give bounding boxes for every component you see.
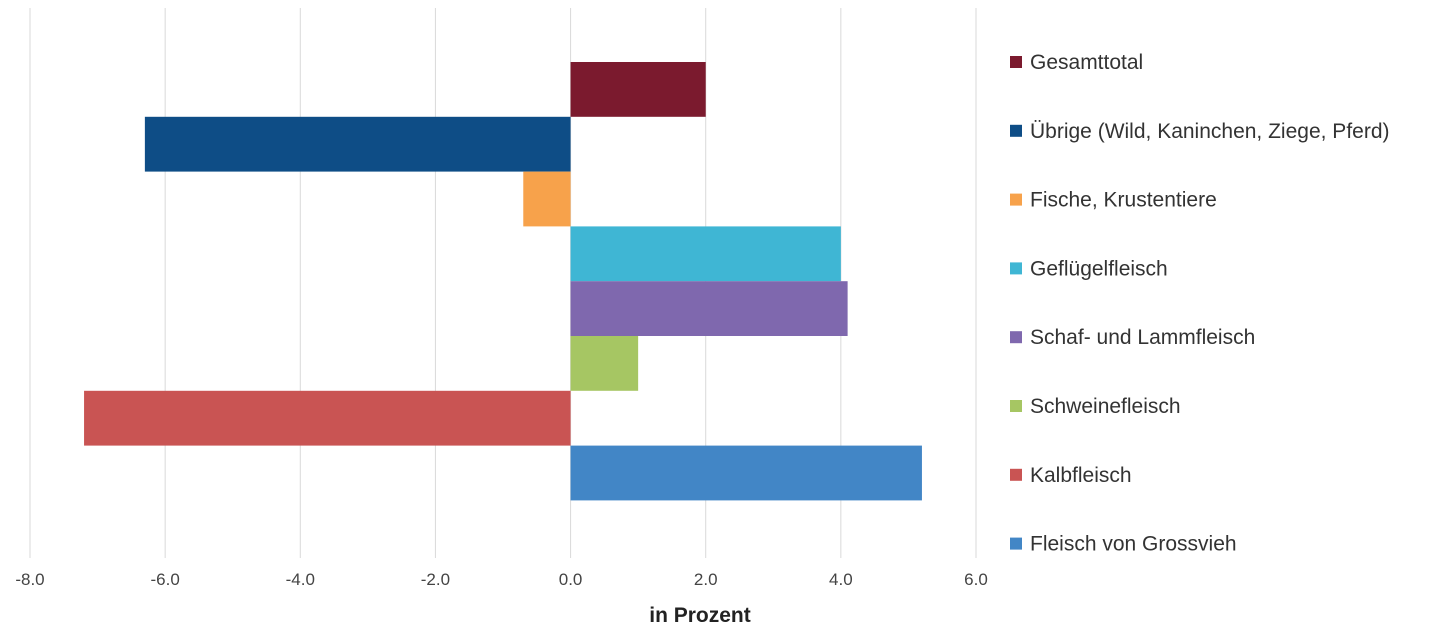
x-tick-label: 2.0 (694, 570, 718, 589)
legend-swatch (1010, 400, 1022, 412)
legend-label: Kalbfleisch (1030, 464, 1132, 487)
bar (84, 390, 571, 446)
legend-label: Fleisch von Grossvieh (1030, 533, 1237, 556)
legend-label: Schweinefleisch (1030, 395, 1181, 418)
x-tick-label: -6.0 (150, 570, 179, 589)
bar (523, 171, 571, 227)
legend-swatch (1010, 331, 1022, 344)
legend-swatch (1010, 537, 1022, 550)
bar (570, 445, 922, 501)
x-tick-label: 6.0 (964, 570, 988, 589)
bars (84, 62, 922, 501)
legend-swatch (1010, 124, 1022, 137)
legend-label: Übrige (Wild, Kaninchen, Ziege, Pferd) (1030, 120, 1390, 143)
legend: Gesamttotal Übrige (Wild, Kaninchen, Zieg… (1010, 51, 1390, 556)
x-tick-label: 0.0 (559, 570, 583, 589)
bar (570, 336, 639, 391)
legend-swatch (1010, 193, 1022, 206)
x-axis-label: in Prozent (649, 604, 751, 626)
x-tick-label: -4.0 (286, 570, 315, 589)
x-tick-label: -8.0 (15, 570, 44, 589)
bar (570, 226, 841, 282)
legend-label: Schaf- und Lammfleisch (1030, 326, 1255, 349)
legend-swatch (1010, 468, 1022, 481)
legend-swatch (1010, 56, 1022, 68)
legend-label: Fische, Krustentiere (1030, 189, 1217, 212)
legend-swatch (1010, 262, 1022, 275)
bar (570, 281, 848, 336)
x-tick-label: -2.0 (421, 570, 450, 589)
legend-label: Geflügelfleisch (1030, 257, 1168, 280)
bar (570, 62, 706, 117)
x-axis-ticks: -8.0 -6.0 -4.0 -2.0 0.0 2.0 4.0 6.0 (15, 570, 987, 589)
x-tick-label: 4.0 (829, 570, 853, 589)
legend-label: Gesamttotal (1030, 51, 1143, 74)
bar (144, 116, 571, 172)
